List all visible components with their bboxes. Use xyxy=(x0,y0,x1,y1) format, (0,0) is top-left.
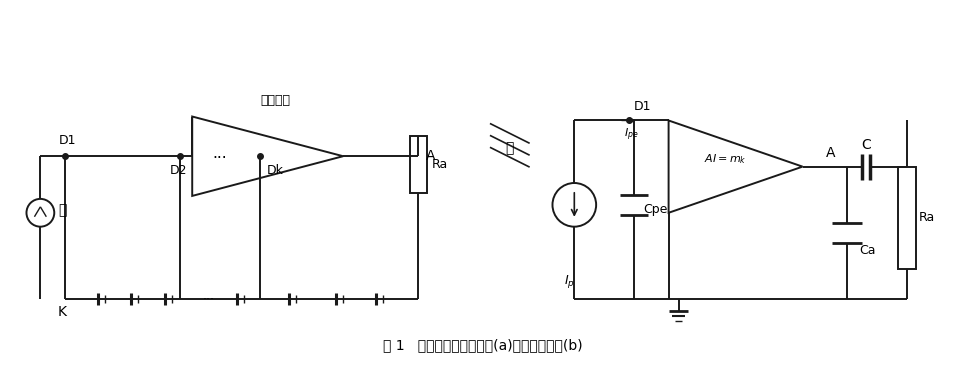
Text: D2: D2 xyxy=(169,164,187,177)
Text: D1: D1 xyxy=(58,134,76,147)
Text: Ca: Ca xyxy=(859,244,875,257)
Text: Ra: Ra xyxy=(432,158,449,171)
Text: ···: ··· xyxy=(213,151,227,166)
Text: Ra: Ra xyxy=(919,212,935,224)
Text: Cpe: Cpe xyxy=(643,203,668,216)
Text: ···: ··· xyxy=(203,293,215,306)
Text: C: C xyxy=(862,138,871,152)
Text: 光: 光 xyxy=(505,141,513,155)
Text: 光: 光 xyxy=(58,203,67,217)
Text: A: A xyxy=(425,149,435,163)
Text: 图 1   光电倍增管噪声模型(a)及其等效电路(b): 图 1 光电倍增管噪声模型(a)及其等效电路(b) xyxy=(383,338,583,352)
Text: $I_p$: $I_p$ xyxy=(564,273,574,290)
Text: D1: D1 xyxy=(633,100,652,113)
Text: 内放大器: 内放大器 xyxy=(260,94,290,107)
Text: $AI=m_k$: $AI=m_k$ xyxy=(704,152,747,166)
Text: K: K xyxy=(58,305,67,319)
Text: $I_{pe}$: $I_{pe}$ xyxy=(624,126,638,142)
Text: A: A xyxy=(826,146,835,160)
Text: Dk: Dk xyxy=(267,164,284,177)
